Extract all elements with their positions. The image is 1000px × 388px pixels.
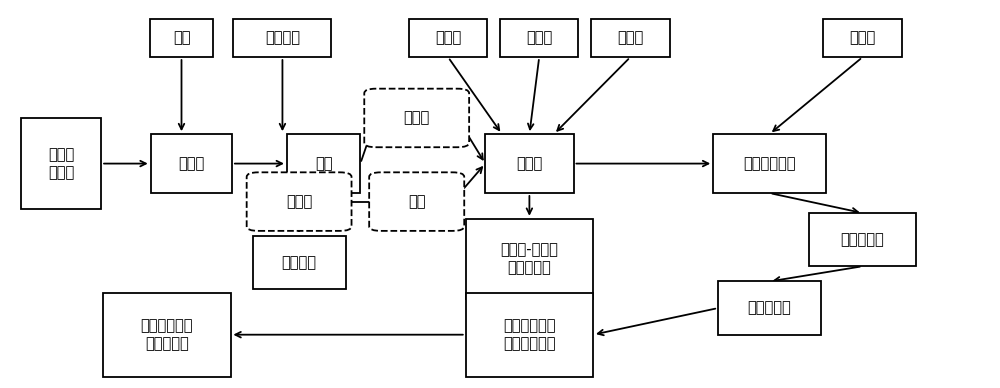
Bar (713, 134, 826, 193)
FancyBboxPatch shape (369, 172, 464, 231)
Bar (466, 219, 593, 299)
Bar (809, 213, 916, 266)
Text: 反应器: 反应器 (516, 156, 543, 171)
Bar (591, 19, 670, 57)
FancyBboxPatch shape (364, 89, 469, 147)
Bar (718, 281, 821, 335)
Bar (485, 134, 574, 193)
Text: 溶解: 溶解 (315, 156, 332, 171)
FancyBboxPatch shape (247, 172, 352, 231)
Text: 进一步调聚: 进一步调聚 (748, 301, 791, 315)
Text: 硫酸: 硫酸 (173, 31, 190, 46)
Bar (466, 293, 593, 376)
Bar (233, 19, 331, 57)
Text: 氯酸盐: 氯酸盐 (849, 31, 876, 46)
Bar (253, 236, 346, 289)
Text: 离心过滤: 离心过滤 (282, 255, 317, 270)
Bar (409, 19, 487, 57)
Text: 硫酸锌: 硫酸锌 (617, 31, 643, 46)
Bar (500, 19, 578, 57)
Text: 上清液: 上清液 (404, 111, 430, 125)
Bar (103, 293, 230, 376)
Text: 含铝废渣: 含铝废渣 (265, 31, 300, 46)
Text: 钢铁酸
洗废水: 钢铁酸 洗废水 (48, 147, 74, 180)
Text: 硫酸锰: 硫酸锰 (526, 31, 552, 46)
Text: 硫酸镁: 硫酸镁 (435, 31, 461, 46)
Text: 印染废水复合
脱色絮凝剂: 印染废水复合 脱色絮凝剂 (141, 319, 193, 351)
Bar (151, 134, 232, 193)
Bar (287, 134, 360, 193)
Text: 调节分子形态
和聚集体体积: 调节分子形态 和聚集体体积 (503, 319, 556, 351)
Bar (823, 19, 902, 57)
Text: 滤液: 滤液 (408, 194, 425, 209)
Text: 反应器: 反应器 (178, 156, 204, 171)
Text: 氧化水解聚合: 氧化水解聚合 (743, 156, 796, 171)
Text: 双氰胺-三乙烯
四胺缩聚物: 双氰胺-三乙烯 四胺缩聚物 (500, 242, 558, 275)
Bar (21, 118, 101, 209)
Text: 下层液: 下层液 (286, 194, 312, 209)
Text: 硅烷偶联剂: 硅烷偶联剂 (841, 232, 884, 247)
Bar (150, 19, 213, 57)
